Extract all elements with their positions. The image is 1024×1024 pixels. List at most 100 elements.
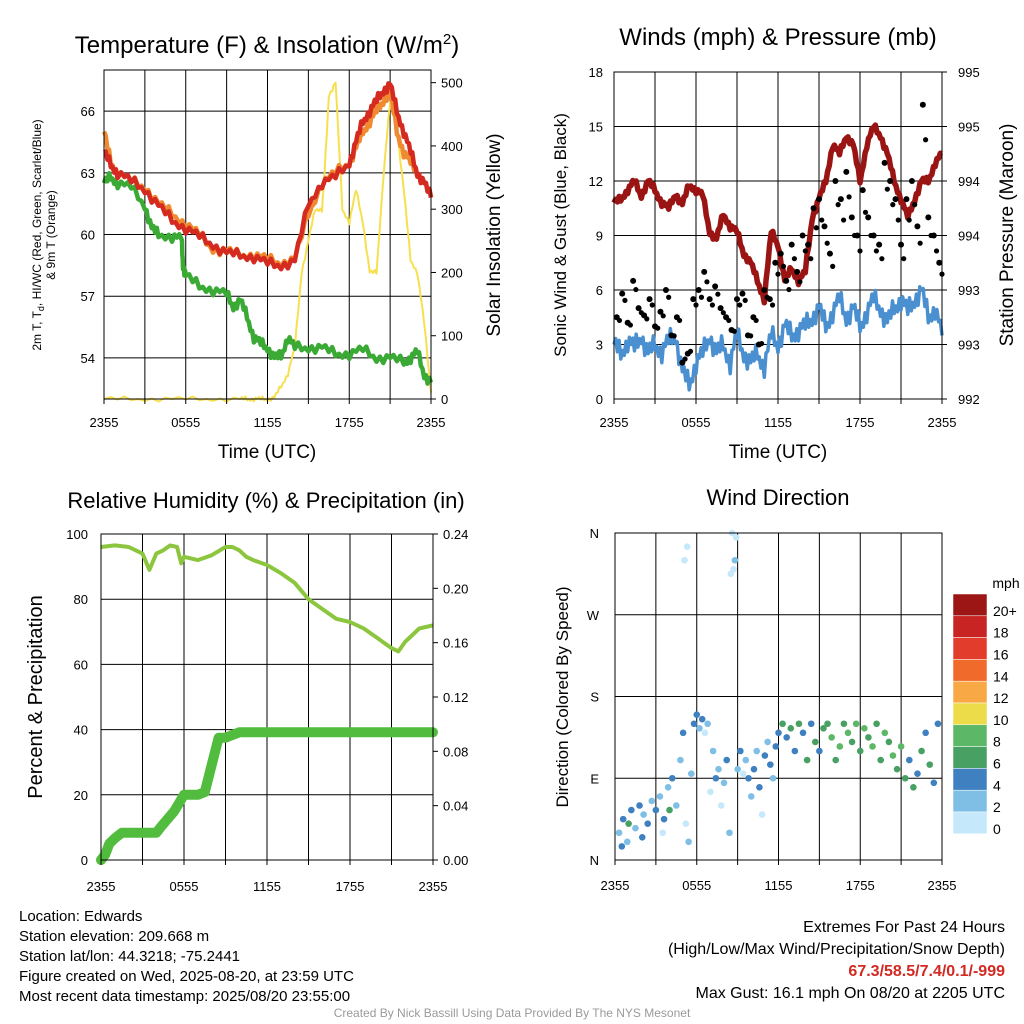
- direction-point: [893, 765, 901, 773]
- direction-point: [681, 556, 688, 564]
- precip-y-tick-label: 0.20: [443, 581, 468, 596]
- direction-y-tick-label: N: [590, 526, 599, 541]
- gust-point: [644, 316, 650, 322]
- gust-point: [859, 187, 866, 194]
- direction-point: [753, 747, 760, 755]
- pressure-y-tick-label: 994: [958, 174, 980, 189]
- direction-point: [623, 838, 631, 846]
- direction-point: [852, 720, 860, 728]
- rh-line: [100, 543, 434, 654]
- speed-legend-label: 6: [993, 756, 1001, 772]
- gust-point: [810, 205, 817, 212]
- direction-point: [698, 715, 706, 723]
- speed-legend-title: mph: [992, 575, 1019, 591]
- gust-point: [906, 217, 912, 223]
- direction-point: [918, 747, 925, 755]
- gust-point: [766, 296, 773, 303]
- direction-point: [848, 738, 856, 746]
- gust-point: [698, 294, 705, 300]
- precip-y-tick-label: 0.08: [443, 744, 468, 759]
- speed-legend-swatch: [952, 746, 988, 769]
- humidity-y-tick-label: 60: [74, 657, 88, 672]
- direction-point: [668, 774, 676, 782]
- gust-point: [912, 202, 918, 208]
- direction-point: [618, 843, 626, 850]
- direction-point: [820, 724, 827, 732]
- temperature-y-tick-label: 57: [81, 289, 95, 304]
- direction-point: [922, 729, 929, 737]
- direction-point: [799, 729, 807, 737]
- direction-point: [685, 838, 692, 846]
- gust-point: [769, 302, 776, 308]
- gust-point: [715, 291, 721, 297]
- direction-point: [881, 729, 889, 737]
- temp-line: [103, 81, 434, 272]
- winds-x-tick-label: 1155: [764, 415, 792, 430]
- winds-ylabel-left: Sonic Wind & Gust (Blue, Black): [551, 113, 570, 357]
- direction-point: [836, 743, 844, 750]
- direction-point: [779, 720, 786, 728]
- direction-point: [791, 747, 799, 755]
- gust-point: [841, 217, 847, 223]
- gust-point: [706, 296, 713, 303]
- gust-point: [813, 225, 819, 231]
- gust-point: [808, 256, 814, 262]
- humidity-series: [96, 543, 438, 865]
- temperature-y-tick-label: 66: [81, 104, 95, 119]
- pressure-y-tick-label: 993: [958, 338, 980, 353]
- direction-point: [683, 543, 691, 550]
- gust-point: [712, 283, 719, 290]
- gust-point: [783, 277, 790, 284]
- direction-point: [758, 811, 766, 818]
- direction-grid: [615, 532, 942, 861]
- direction-x-tick-label: 1155: [765, 878, 793, 893]
- direction-point: [660, 815, 668, 823]
- insolation-y-tick-label: 500: [441, 76, 463, 91]
- insolation-y-tick-label: 100: [441, 329, 463, 344]
- humidity-ylabel: Percent & Precipitation: [25, 595, 47, 798]
- temperature-x-tick-label: 1155: [254, 415, 282, 430]
- direction-point: [682, 820, 690, 827]
- speed-legend-swatch: [952, 659, 988, 682]
- gust-point: [914, 223, 921, 230]
- gust-point: [824, 240, 830, 246]
- gust-point: [843, 168, 850, 175]
- gust-point: [731, 328, 737, 334]
- gust-point: [780, 263, 787, 269]
- gust-point: [936, 259, 943, 266]
- humidity-y-tick-label: 0: [81, 853, 88, 868]
- direction-point: [726, 829, 733, 837]
- winds-y-tick-label: 9: [596, 229, 603, 244]
- direction-title: Wind Direction: [706, 485, 849, 510]
- direction-point: [767, 761, 774, 768]
- direction-point: [811, 738, 819, 746]
- speed-legend-swatch: [952, 768, 988, 791]
- gust-point: [671, 333, 677, 339]
- direction-point: [720, 779, 728, 787]
- pressure-y-tick-label: 994: [958, 229, 980, 244]
- humidity-y-tick-label: 20: [74, 788, 88, 803]
- gust-point: [930, 232, 937, 239]
- direction-point: [772, 743, 780, 750]
- direction-point: [889, 752, 897, 759]
- gust-point: [772, 259, 779, 266]
- gust-point: [761, 287, 768, 293]
- credit-line: Created By Nick Bassill Using Data Provi…: [333, 1006, 691, 1020]
- gust-point: [791, 256, 798, 262]
- direction-point: [844, 729, 852, 737]
- gust-point: [759, 340, 765, 347]
- direction-point: [652, 806, 660, 814]
- winds-y-tick-label: 0: [596, 392, 603, 407]
- direction-point: [737, 747, 744, 755]
- direction-point: [769, 774, 777, 782]
- gust-point: [616, 317, 623, 324]
- insolation-y-tick-label: 0: [441, 392, 448, 407]
- direction-point: [664, 784, 672, 791]
- direction-point: [666, 806, 673, 814]
- direction-point: [648, 797, 656, 805]
- gust-point: [873, 248, 880, 254]
- humidity-x-tick-label: 1155: [253, 879, 281, 894]
- gust-point: [802, 248, 808, 254]
- humidity-y-tick-label: 100: [66, 527, 88, 542]
